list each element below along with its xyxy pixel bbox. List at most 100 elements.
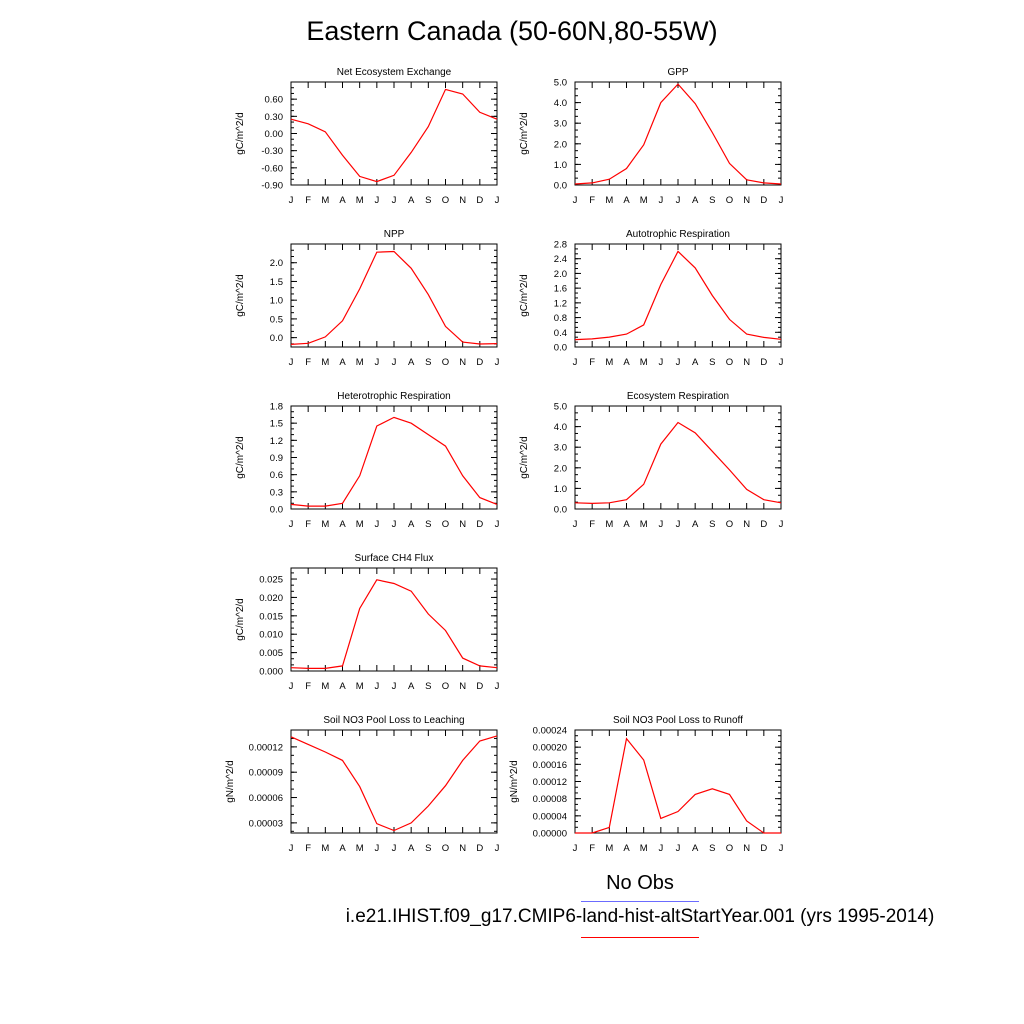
plot-frame — [290, 729, 498, 834]
plot-frame — [290, 243, 498, 348]
y-tick-label: 2.0 — [554, 139, 567, 150]
y-tick-label: 0.0 — [554, 343, 567, 354]
x-tick-label: F — [305, 519, 311, 530]
x-tick-label: S — [425, 843, 431, 854]
x-tick-label: S — [425, 357, 431, 368]
x-tick-label: M — [321, 681, 329, 692]
y-axis-label: gC/m^2/d — [235, 598, 246, 641]
plot-frame — [574, 405, 782, 510]
y-tick-label: 0.30 — [265, 112, 284, 123]
y-tick-label: 0.000 — [259, 667, 283, 678]
x-tick-label: J — [495, 519, 500, 530]
x-tick-label: J — [573, 519, 578, 530]
y-tick-label: 4.0 — [554, 422, 567, 433]
legend-obs-label: No Obs — [606, 872, 674, 894]
x-tick-label: N — [459, 519, 466, 530]
x-tick-label: J — [289, 195, 294, 206]
x-tick-label: F — [589, 843, 595, 854]
series-line — [290, 579, 498, 670]
x-tick-label: M — [640, 843, 648, 854]
x-tick-label: M — [640, 195, 648, 206]
y-tick-label: 0.9 — [270, 453, 283, 464]
series-line — [290, 88, 498, 183]
x-tick-label: O — [442, 843, 449, 854]
x-tick-label: J — [374, 681, 379, 692]
x-tick-label: J — [676, 843, 681, 854]
y-tick-label: 0.005 — [259, 648, 283, 659]
y-tick-label: 5.0 — [554, 78, 567, 89]
x-tick-label: J — [289, 843, 294, 854]
legend-obs-line — [581, 901, 699, 902]
y-tick-label: 0.010 — [259, 630, 283, 641]
y-tick-label: 1.2 — [270, 436, 283, 447]
y-axis-label: gC/m^2/d — [519, 112, 530, 155]
x-tick-label: F — [305, 195, 311, 206]
x-tick-label: D — [760, 195, 767, 206]
panel-title: GPP — [667, 67, 688, 78]
x-tick-label: A — [339, 195, 346, 206]
x-tick-label: M — [356, 195, 364, 206]
x-tick-label: D — [476, 195, 483, 206]
x-tick-label: M — [605, 519, 613, 530]
panel-title: Heterotrophic Respiration — [337, 391, 450, 402]
y-axis-label: gN/m^2/d — [225, 760, 236, 803]
plot-frame — [574, 243, 782, 348]
x-tick-label: M — [321, 519, 329, 530]
y-tick-label: 0.3 — [270, 487, 283, 498]
x-tick-label: A — [623, 519, 630, 530]
y-tick-label: 2.0 — [554, 463, 567, 474]
y-tick-label: 0.5 — [270, 314, 283, 325]
x-tick-label: N — [743, 519, 750, 530]
x-tick-label: J — [658, 357, 663, 368]
x-tick-label: S — [709, 843, 715, 854]
x-tick-label: F — [589, 195, 595, 206]
y-tick-label: 0.00003 — [249, 818, 283, 829]
x-tick-label: A — [339, 357, 346, 368]
y-tick-label: 0.00024 — [533, 726, 567, 737]
x-tick-label: A — [408, 519, 415, 530]
x-tick-label: F — [305, 843, 311, 854]
series-line — [574, 250, 782, 341]
y-tick-label: 0.6 — [270, 470, 283, 481]
legend-model-label: i.e21.IHIST.f09_g17.CMIP6-land-hist-altS… — [345, 906, 935, 927]
x-tick-label: M — [356, 357, 364, 368]
x-tick-label: M — [640, 357, 648, 368]
x-tick-label: O — [442, 195, 449, 206]
y-tick-label: 0.60 — [265, 95, 284, 106]
panel-title: Autotrophic Respiration — [626, 229, 730, 240]
x-tick-label: J — [495, 195, 500, 206]
x-tick-label: J — [573, 195, 578, 206]
x-tick-label: M — [356, 681, 364, 692]
x-tick-label: N — [459, 681, 466, 692]
y-tick-label: 0.00 — [265, 129, 284, 140]
y-axis-label: gN/m^2/d — [509, 760, 520, 803]
x-tick-label: J — [495, 843, 500, 854]
x-tick-label: M — [605, 843, 613, 854]
x-tick-label: J — [658, 519, 663, 530]
y-tick-label: 2.0 — [270, 258, 283, 269]
x-tick-label: A — [692, 195, 699, 206]
y-tick-label: 0.00000 — [533, 829, 567, 840]
y-tick-label: 0.025 — [259, 575, 283, 586]
x-tick-label: J — [374, 843, 379, 854]
x-tick-label: M — [321, 195, 329, 206]
x-tick-label: J — [289, 681, 294, 692]
x-tick-label: D — [760, 519, 767, 530]
plot-frame — [290, 405, 498, 510]
x-tick-label: J — [392, 843, 397, 854]
y-tick-label: -0.60 — [261, 163, 283, 174]
y-tick-label: 1.0 — [554, 484, 567, 495]
y-tick-label: 0.020 — [259, 593, 283, 604]
y-axis-label: gC/m^2/d — [519, 274, 530, 317]
x-tick-label: A — [339, 681, 346, 692]
x-tick-label: A — [692, 357, 699, 368]
x-tick-label: J — [779, 519, 784, 530]
